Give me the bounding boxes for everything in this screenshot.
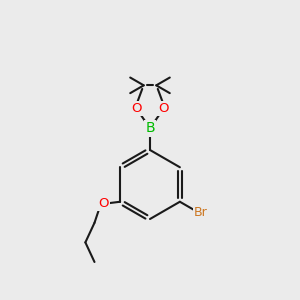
Text: O: O [131, 102, 142, 115]
Text: Br: Br [194, 206, 208, 219]
Text: B: B [145, 122, 155, 135]
Text: O: O [98, 197, 109, 210]
Text: O: O [158, 102, 169, 115]
